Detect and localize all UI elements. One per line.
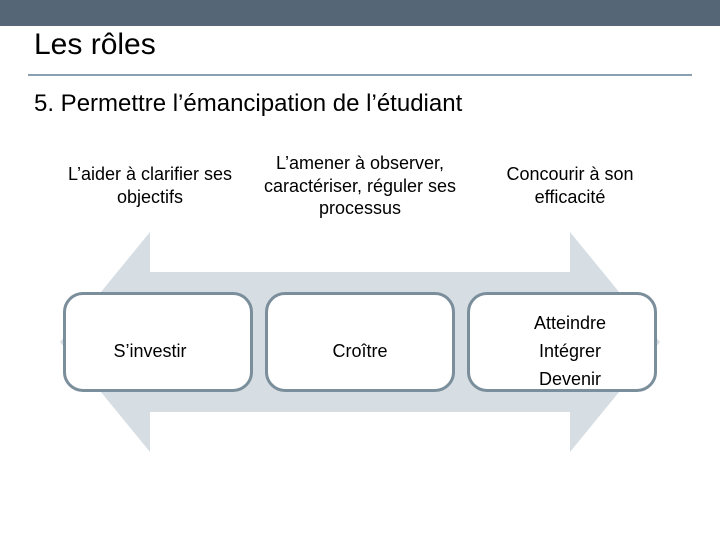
slide-title: Les rôles (34, 28, 156, 62)
bottom-right-line-3: Devenir (539, 366, 601, 394)
title-underline (28, 74, 692, 76)
top-col-1: L’aider à clarifier ses objectifs (50, 163, 250, 208)
top-col-2: L’amener à observer, caractériser, régul… (250, 152, 470, 220)
bottom-right-line-1: Atteindre (534, 310, 606, 338)
bottom-col-1: S’investir (50, 310, 250, 363)
bottom-right-line-2: Intégrer (539, 338, 601, 366)
bottom-text-row: S’investir Croître Atteindre Intégrer De… (0, 310, 720, 394)
bottom-col-2: Croître (250, 310, 470, 363)
top-accent-bar (0, 0, 720, 26)
top-text-row: L’aider à clarifier ses objectifs L’amen… (0, 152, 720, 220)
slide-subtitle: 5. Permettre l’émancipation de l’étudian… (34, 90, 462, 118)
top-col-3: Concourir à son efficacité (470, 163, 670, 208)
bottom-col-3: Atteindre Intégrer Devenir (470, 310, 670, 394)
